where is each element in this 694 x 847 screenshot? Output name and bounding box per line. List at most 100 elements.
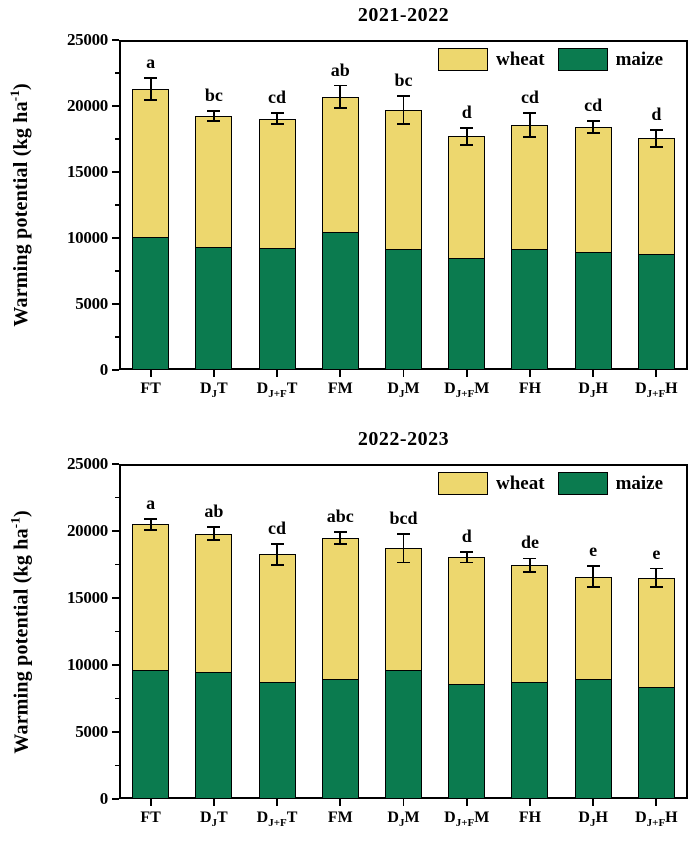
y-major-tick xyxy=(112,664,119,666)
x-tick-label-djfm: DJ+FM xyxy=(435,808,498,833)
y-minor-tick xyxy=(114,630,119,633)
x-label-subscript: J xyxy=(211,388,218,401)
bar-segment-wheat-fm xyxy=(321,537,359,681)
error-bar-cap-top xyxy=(270,112,284,115)
legend-label-maize: maize xyxy=(615,48,664,70)
error-bar-djm xyxy=(402,534,405,563)
bar-segment-maize-ft xyxy=(132,669,170,799)
error-bar-djt xyxy=(212,526,215,541)
y-major-tick xyxy=(112,731,119,733)
y-minor-tick xyxy=(114,72,119,74)
x-label-subscript: J+F xyxy=(455,817,475,830)
x-label-text: H xyxy=(595,809,608,826)
bar-segment-maize-djt xyxy=(195,247,233,370)
x-tick xyxy=(465,799,468,806)
x-tick-label-djt: DJT xyxy=(182,379,245,404)
error-bar-cap-top xyxy=(586,564,600,567)
error-bar-djt xyxy=(212,110,215,122)
y-minor-tick xyxy=(114,138,119,140)
y-tick-label: 10000 xyxy=(66,228,108,247)
y-major-tick xyxy=(112,369,119,371)
y-axis-label: Warming potential (kg ha-1) xyxy=(7,464,33,799)
x-label-text: D xyxy=(578,809,590,826)
bar-segment-maize-djfm xyxy=(448,684,486,799)
x-tick-label-djh: DJH xyxy=(562,808,625,833)
bar-segment-wheat-fh xyxy=(511,565,549,684)
bar-segment-wheat-djfm xyxy=(448,136,486,260)
error-bar-cap-top xyxy=(397,95,410,97)
error-bar-cap-top xyxy=(207,109,221,112)
x-label-subscript: J xyxy=(398,388,405,401)
x-tick-label-djm: DJM xyxy=(372,379,435,404)
sig-letter-fh: de xyxy=(520,532,539,553)
x-tick-label-fm: FM xyxy=(309,379,372,399)
error-bar-cap-top xyxy=(144,76,158,79)
x-label-text: M xyxy=(474,809,490,826)
bar-segment-maize-djfm xyxy=(448,258,486,370)
sig-letter-djfh: e xyxy=(652,542,661,563)
y-major-tick xyxy=(112,798,119,800)
error-bar-cap-bottom xyxy=(586,586,600,589)
x-tick-label-ft: FT xyxy=(119,379,182,399)
error-bar-cap-bottom xyxy=(397,561,410,564)
error-bar-fh xyxy=(529,113,531,137)
bar-segment-wheat-fh xyxy=(511,125,549,251)
x-tick xyxy=(339,799,342,806)
bar-segment-wheat-fm xyxy=(321,96,359,234)
error-bar-cap-bottom xyxy=(460,144,474,146)
error-bar-fh xyxy=(529,558,531,572)
error-bar-cap-top xyxy=(523,112,537,115)
x-label-text: M xyxy=(404,809,420,826)
bar-segment-wheat-djfm xyxy=(448,557,486,686)
sig-letter-djm: bcd xyxy=(389,508,418,529)
chart-2021-2022: 2021-2022 Warming potential (kg ha-1) 0 500… xyxy=(7,4,688,404)
error-bar-djft xyxy=(276,543,278,566)
y-major-tick xyxy=(112,105,119,107)
x-tick-label-ft: FT xyxy=(119,808,182,828)
legend-label-wheat: wheat xyxy=(496,48,545,70)
x-label-text: D xyxy=(199,809,212,826)
bar-segment-maize-fh xyxy=(511,681,549,799)
error-bar-ft xyxy=(149,518,152,530)
x-label-text: T xyxy=(217,809,228,826)
x-tick xyxy=(655,799,658,806)
x-label-text: T xyxy=(217,380,228,397)
bar-segment-maize-djfh xyxy=(637,253,675,370)
sig-letter-ft: a xyxy=(146,492,156,513)
x-label-text: M xyxy=(404,380,420,397)
error-bar-cap-bottom xyxy=(333,107,347,109)
x-label-text: D xyxy=(635,809,647,826)
x-label-subscript: J+F xyxy=(646,388,666,401)
x-tick-label-fh: FH xyxy=(498,379,561,399)
x-label-text: FH xyxy=(518,380,542,397)
bar-segment-maize-djfh xyxy=(637,687,675,799)
error-bar-cap-bottom xyxy=(397,122,410,125)
y-major-tick xyxy=(112,463,119,465)
y-minor-tick xyxy=(114,496,119,499)
error-bar-djh xyxy=(592,121,595,134)
sig-letter-fh: cd xyxy=(520,87,539,108)
error-bar-cap-bottom xyxy=(523,570,537,573)
error-bar-cap-bottom xyxy=(586,132,600,134)
x-label-subscript: J xyxy=(398,817,405,830)
x-label-text: T xyxy=(286,380,298,397)
bar-segment-wheat-ft xyxy=(132,524,170,672)
bar-segment-maize-djm xyxy=(385,670,422,799)
bar-segment-maize-ft xyxy=(132,236,170,370)
sig-letter-djt: bc xyxy=(204,84,223,105)
bar-segment-wheat-djt xyxy=(195,533,233,674)
bar-segment-wheat-ft xyxy=(132,88,170,239)
chart-title: 2021-2022 xyxy=(357,4,450,26)
bar-segment-maize-fh xyxy=(511,249,549,370)
chart-title: 2022-2023 xyxy=(357,428,450,450)
x-tick xyxy=(402,370,405,377)
y-tick-label: 5000 xyxy=(75,722,108,741)
x-tick xyxy=(339,370,342,377)
x-tick xyxy=(402,799,405,806)
error-bar-cap-top xyxy=(460,126,474,129)
y-tick-label: 10000 xyxy=(66,655,108,674)
y-tick-label: 15000 xyxy=(66,162,108,181)
bar-segment-maize-djt xyxy=(195,671,233,799)
y-axis-label-text: ) xyxy=(9,83,32,90)
x-label-text: FT xyxy=(140,380,161,397)
